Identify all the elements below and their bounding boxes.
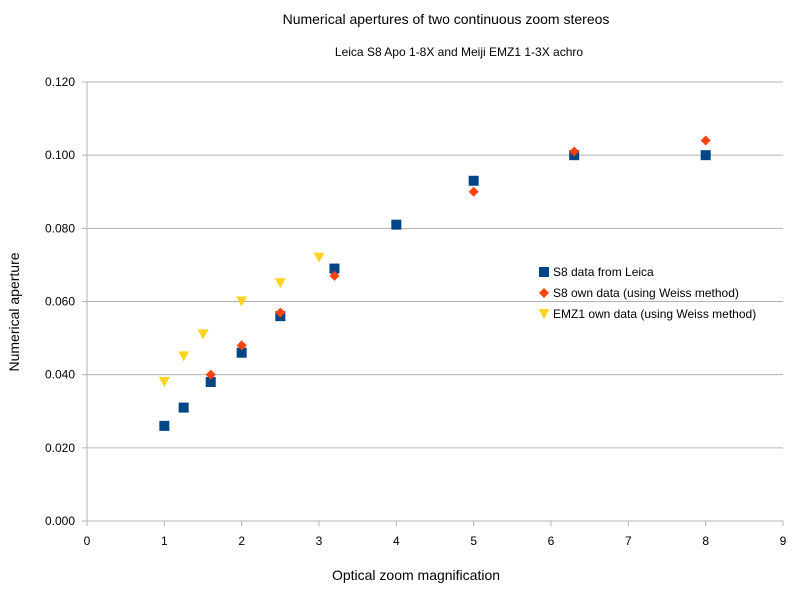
x-tick-label: 9 xyxy=(780,534,787,548)
data-point-series-2 xyxy=(700,135,711,146)
data-point-series-3 xyxy=(178,351,190,362)
data-point-series-2 xyxy=(569,146,580,157)
data-point-series-3 xyxy=(274,278,286,289)
data-point-series-1 xyxy=(159,420,170,431)
y-axis-ticks: 0.000 0.020 0.040 0.060 0.080 0.100 0.120 xyxy=(45,75,87,528)
data-point-series-3 xyxy=(236,296,248,307)
chart-subtitle: Leica S8 Apo 1-8X and Meiji EMZ1 1-3X ac… xyxy=(335,45,583,59)
y-tick-label: 0.040 xyxy=(45,368,75,382)
legend-label-2: S8 own data (using Weiss method) xyxy=(553,286,739,300)
legend-marker-1 xyxy=(539,267,549,277)
data-point-series-2 xyxy=(236,340,247,351)
x-tick-label: 5 xyxy=(470,534,477,548)
x-tick-label: 8 xyxy=(702,534,709,548)
y-tick-label: 0.020 xyxy=(45,441,75,455)
data-point-series-3 xyxy=(313,252,325,263)
x-axis-label: Optical zoom magnification xyxy=(332,567,500,583)
x-tick-label: 7 xyxy=(625,534,632,548)
data-point-series-3 xyxy=(197,329,209,340)
chart-title: Numerical apertures of two continuous zo… xyxy=(283,11,610,27)
y-tick-label: 0.000 xyxy=(45,514,75,528)
data-point-series-3 xyxy=(158,376,170,387)
legend-label-1: S8 data from Leica xyxy=(553,265,654,279)
x-tick-label: 6 xyxy=(548,534,555,548)
legend-marker-3 xyxy=(538,309,550,319)
legend: S8 data from Leica S8 own data (using Wei… xyxy=(538,265,756,321)
data-point-series-1 xyxy=(468,175,479,186)
data-point-series-2 xyxy=(329,270,340,281)
y-tick-label: 0.100 xyxy=(45,148,75,162)
y-tick-label: 0.080 xyxy=(45,221,75,235)
data-point-series-2 xyxy=(275,307,286,318)
data-point-series-2 xyxy=(468,186,479,197)
legend-label-3: EMZ1 own data (using Weiss method) xyxy=(553,307,756,321)
x-tick-label: 1 xyxy=(161,534,168,548)
y-tick-label: 0.120 xyxy=(45,75,75,89)
data-point-series-1 xyxy=(700,150,711,161)
y-tick-label: 0.060 xyxy=(45,295,75,309)
gridlines xyxy=(87,81,783,449)
data-point-series-1 xyxy=(391,219,402,230)
data-point-series-1 xyxy=(205,376,216,387)
x-tick-label: 0 xyxy=(84,534,91,548)
legend-marker-2 xyxy=(539,288,549,298)
x-tick-label: 2 xyxy=(238,534,245,548)
x-tick-label: 4 xyxy=(393,534,400,548)
y-axis-label: Numerical aperture xyxy=(6,252,22,371)
x-tick-label: 3 xyxy=(316,534,323,548)
x-axis-ticks: 0 1 2 3 4 5 6 7 8 9 xyxy=(84,521,787,548)
data-points xyxy=(158,135,711,431)
data-point-series-1 xyxy=(178,402,189,413)
data-point-series-2 xyxy=(205,369,216,380)
data-point-series-1 xyxy=(236,347,247,358)
data-point-series-1 xyxy=(329,263,340,274)
